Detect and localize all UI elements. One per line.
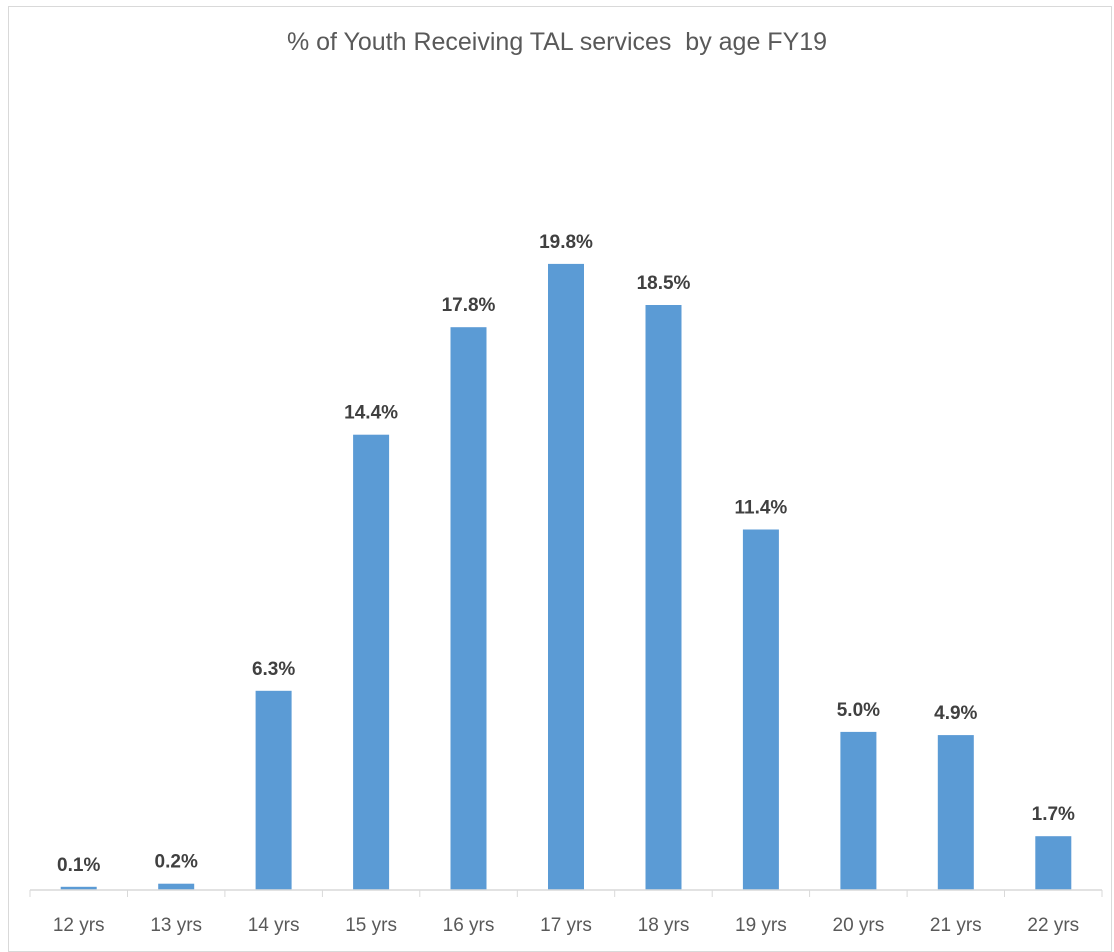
bar-18-yrs — [645, 305, 682, 890]
data-label: 1.7% — [1032, 804, 1075, 825]
bar-19-yrs — [742, 529, 779, 890]
bar-14-yrs — [255, 690, 292, 890]
x-tick-label: 15 yrs — [345, 915, 397, 936]
data-label: 17.8% — [442, 295, 496, 316]
x-tick-label: 13 yrs — [150, 915, 202, 936]
x-tick-label: 17 yrs — [540, 915, 592, 936]
x-tick-label: 18 yrs — [638, 915, 690, 936]
bar-13-yrs — [158, 883, 195, 890]
x-tick-label: 20 yrs — [833, 915, 885, 936]
data-label: 14.4% — [344, 403, 398, 424]
x-tick-label: 12 yrs — [53, 915, 105, 936]
bar-17-yrs — [548, 263, 584, 890]
data-label: 19.8% — [539, 232, 593, 253]
x-tick-label: 19 yrs — [735, 915, 787, 936]
data-label: 18.5% — [637, 273, 691, 294]
bar-12-yrs — [60, 886, 97, 890]
data-label: 0.2% — [155, 852, 198, 873]
bar-21-yrs — [937, 735, 974, 890]
bar-15-yrs — [353, 434, 390, 890]
x-tick-label: 22 yrs — [1027, 915, 1079, 936]
data-label: 0.1% — [57, 855, 100, 876]
bar-22-yrs — [1035, 836, 1072, 890]
x-tick-label: 14 yrs — [248, 915, 300, 936]
data-label: 4.9% — [934, 703, 977, 724]
x-tick-label: 21 yrs — [930, 915, 982, 936]
data-label: 6.3% — [252, 659, 295, 680]
data-label: 11.4% — [734, 498, 787, 519]
data-label: 5.0% — [837, 700, 880, 721]
bar-20-yrs — [840, 731, 877, 890]
chart-title: % of Youth Receiving TAL services by age… — [286, 28, 828, 56]
bar-16-yrs — [450, 327, 487, 890]
x-tick-label: 16 yrs — [443, 915, 495, 936]
